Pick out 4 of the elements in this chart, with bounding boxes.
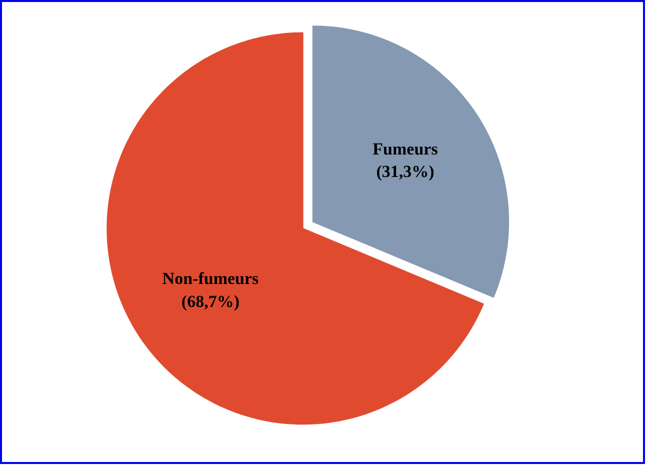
slice-label: Non-fumeurs (162, 269, 260, 288)
slice-label: Fumeurs (372, 139, 438, 158)
data-label: (31,3%) (376, 162, 434, 182)
data-label: (68,7%) (181, 292, 240, 311)
